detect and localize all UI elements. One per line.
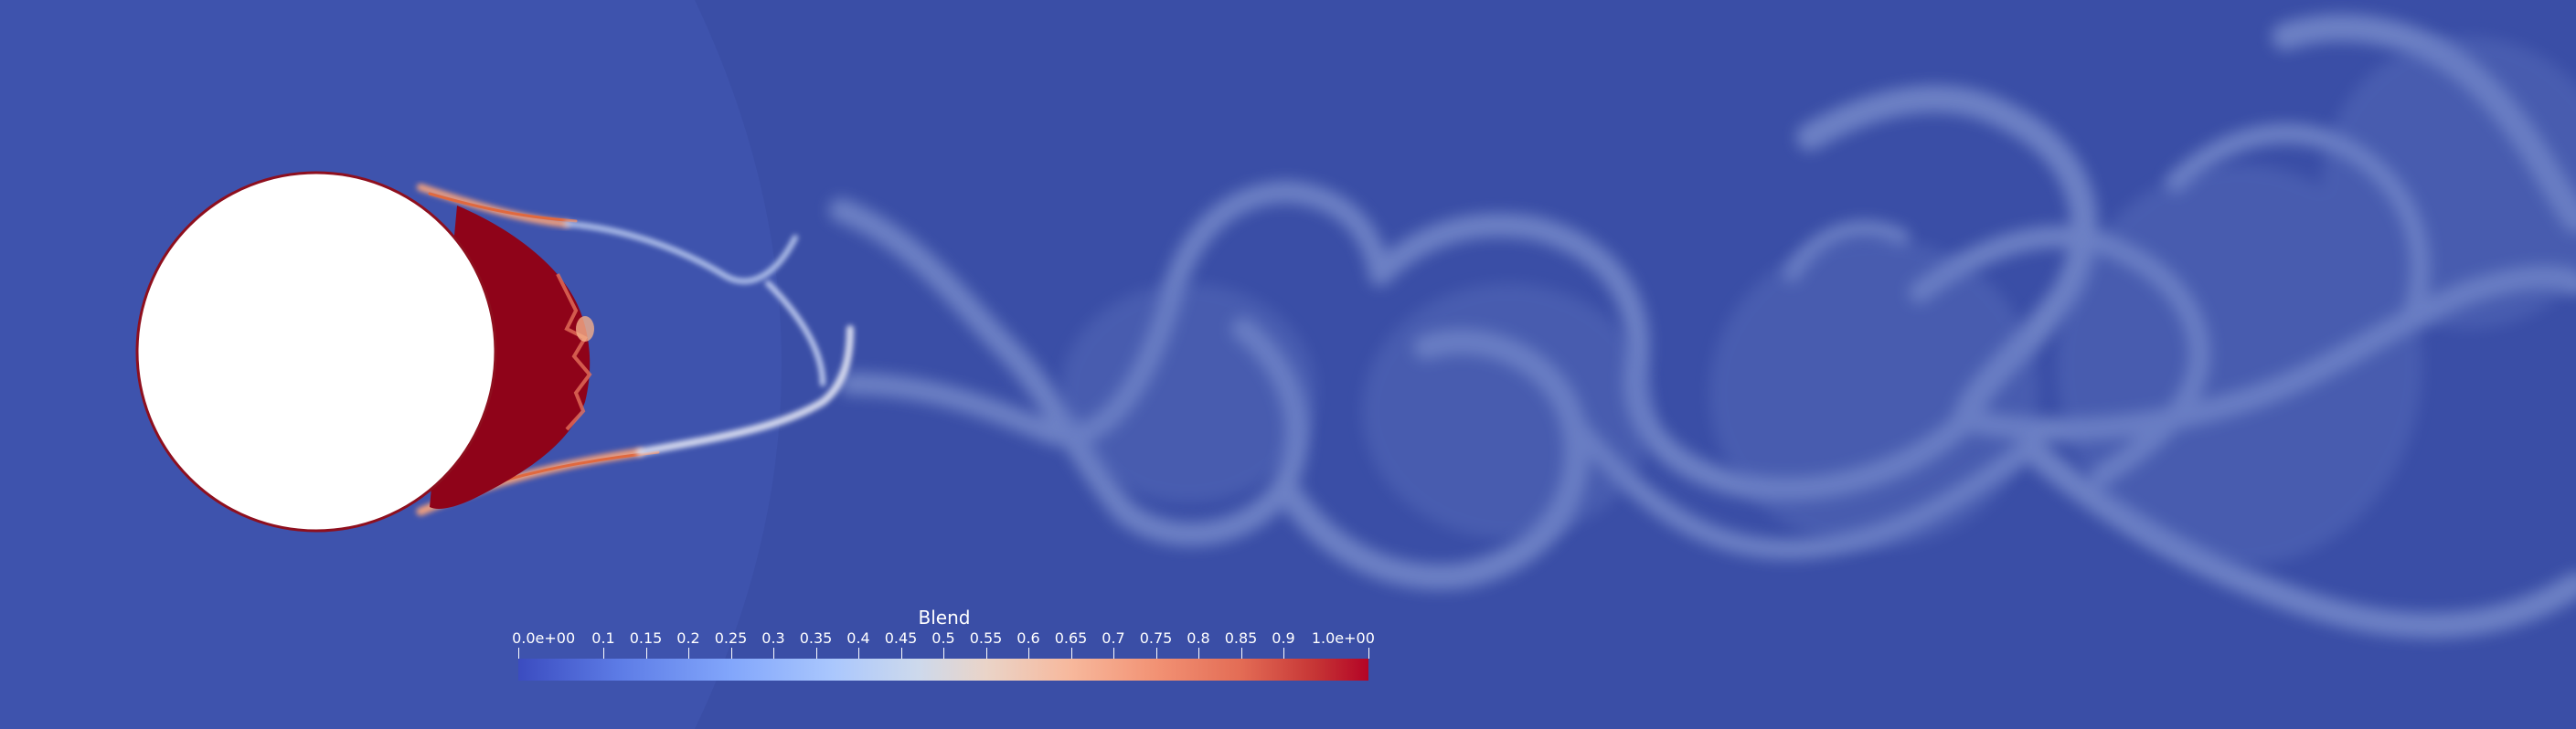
lower-shear-extension bbox=[636, 325, 854, 456]
colorbar-tick-mark bbox=[1198, 648, 1199, 659]
colorbar-tick-label: 0.35 bbox=[799, 629, 833, 647]
colorbar-tick-mark bbox=[1240, 648, 1242, 659]
colorbar-tick-mark bbox=[688, 648, 689, 659]
colorbar-tick-label: 0.45 bbox=[884, 629, 918, 647]
colorbar-tick-mark bbox=[1113, 648, 1114, 659]
colorbar-tick-mark bbox=[1283, 648, 1284, 659]
colorbar-tick-mark bbox=[730, 648, 732, 659]
colorbar-tick-mark bbox=[518, 648, 519, 659]
wake-diffuse bbox=[1060, 37, 2576, 566]
colorbar-tick-mark bbox=[773, 648, 774, 659]
colorbar-tick-label: 0.9 bbox=[1272, 629, 1295, 647]
upper-shear-core bbox=[428, 192, 578, 223]
colorbar-tick-mark bbox=[1028, 648, 1029, 659]
colorbar-tick-label: 0.75 bbox=[1139, 629, 1173, 647]
colorbar-tick-label: 0.8 bbox=[1187, 629, 1210, 647]
colorbar-tick-label: 0.7 bbox=[1102, 629, 1125, 647]
colorbar-tick-label: 0.65 bbox=[1054, 629, 1088, 647]
colorbar-tick-label: 0.6 bbox=[1017, 629, 1040, 647]
upper-shear-extension bbox=[564, 221, 798, 284]
colorbar-title: Blend bbox=[918, 607, 971, 629]
colorbar-tick-mark bbox=[900, 648, 902, 659]
colorbar-tick-mark bbox=[1368, 648, 1369, 659]
colorbar-tick-mark bbox=[603, 648, 604, 659]
colorbar-tick-label: 0.55 bbox=[969, 629, 1003, 647]
colorbar-legend: Blend 0.0e+00 0.1 0.15 0.2 0.25 0.3 0.35 0.4 0.4… bbox=[512, 607, 1375, 690]
shear-layers bbox=[416, 184, 854, 516]
colorbar-tick-label: 1.0e+00 bbox=[1311, 629, 1375, 647]
colorbar-tick-label: 0.5 bbox=[931, 629, 955, 647]
colorbar-tick-mark bbox=[645, 648, 647, 659]
colorbar-tick-label: 0.0e+00 bbox=[512, 629, 576, 647]
colorbar-tick-label: 0.15 bbox=[629, 629, 663, 647]
colorbar-tick-label: 0.3 bbox=[761, 629, 785, 647]
colorbar-tick-mark bbox=[943, 648, 944, 659]
colorbar-tick-mark bbox=[858, 648, 859, 659]
near-wake-filament bbox=[765, 280, 825, 386]
wake-filament bbox=[2017, 435, 2576, 639]
colorbar-tick-mark bbox=[985, 648, 987, 659]
colorbar-tick-label: 0.25 bbox=[714, 629, 748, 647]
cylinder bbox=[135, 171, 497, 533]
recirculation-hotspot bbox=[576, 316, 594, 342]
colorbar-gradient bbox=[518, 659, 1368, 681]
colorbar-tick-mark bbox=[1070, 648, 1072, 659]
recirculation-edge bbox=[556, 273, 592, 431]
colorbar-tick-label: 0.4 bbox=[846, 629, 870, 647]
colorbar-tick-label: 0.2 bbox=[676, 629, 700, 647]
colorbar-tick-label: 0.85 bbox=[1224, 629, 1258, 647]
colorbar-tick-label: 0.1 bbox=[591, 629, 615, 647]
colorbar-tick-mark bbox=[815, 648, 817, 659]
colorbar-tick-mark bbox=[1155, 648, 1157, 659]
